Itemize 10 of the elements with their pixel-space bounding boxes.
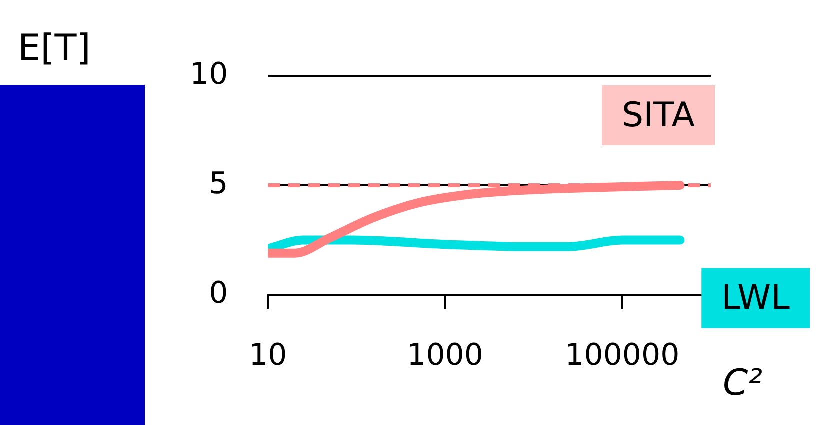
y-axis-title: E[T] xyxy=(18,28,91,69)
y-tick-label: 0 xyxy=(209,276,228,311)
series-label: LWL xyxy=(722,278,790,318)
series-label: SITA xyxy=(622,95,695,136)
x-tick-label: 1000 xyxy=(407,338,484,373)
y-tick-label: 10 xyxy=(190,56,228,92)
x-tick-label: 10 xyxy=(249,338,288,373)
x-tick-label: 100000 xyxy=(565,338,680,373)
y-tick-label: 5 xyxy=(209,166,228,202)
x-axis-title: C² xyxy=(723,363,763,404)
